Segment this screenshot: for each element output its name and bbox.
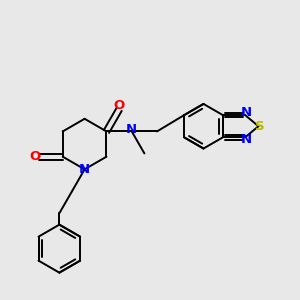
Text: N: N [241, 133, 252, 146]
Text: O: O [29, 150, 41, 163]
Text: N: N [126, 123, 137, 136]
Text: O: O [113, 99, 125, 112]
Text: N: N [79, 163, 90, 176]
Text: S: S [255, 120, 265, 133]
Text: N: N [241, 106, 252, 119]
